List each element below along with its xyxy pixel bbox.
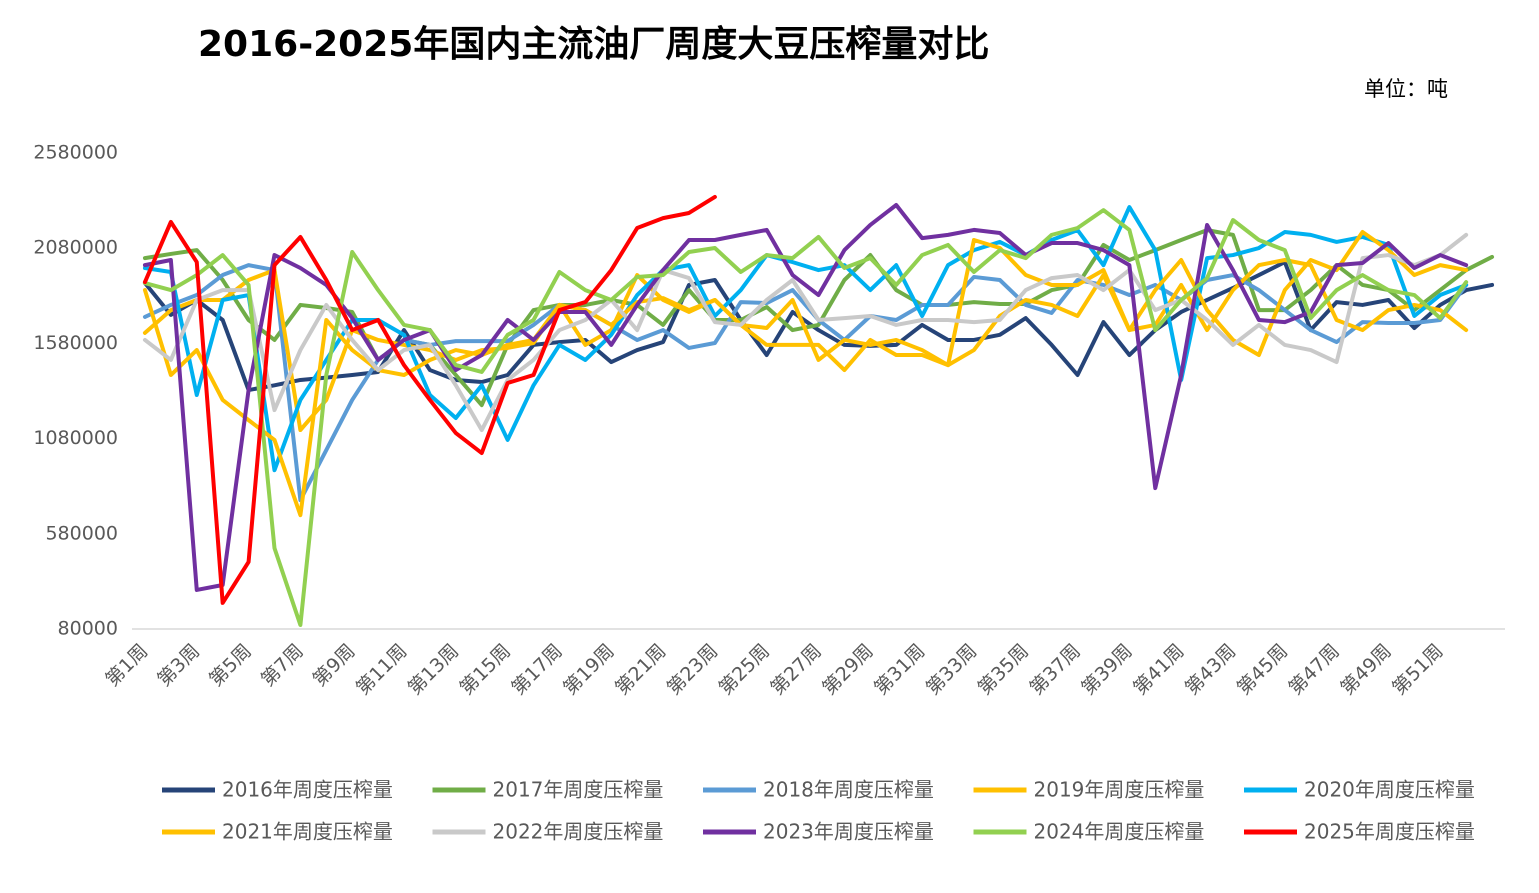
y-tick-label: 580000 bbox=[45, 522, 118, 544]
x-tick-label: 第23周 bbox=[663, 640, 723, 700]
x-tick-label: 第1周 bbox=[101, 640, 152, 691]
legend-label: 2025年周度压榨量 bbox=[1304, 820, 1475, 844]
x-tick-label: 第29周 bbox=[818, 640, 878, 700]
x-tick-label: 第13周 bbox=[404, 640, 464, 700]
series-line bbox=[142, 202, 1469, 592]
x-tick-label: 第49周 bbox=[1336, 640, 1396, 700]
x-tick-label: 第15周 bbox=[456, 640, 516, 700]
legend-label: 2019年周度压榨量 bbox=[1034, 778, 1205, 802]
legend-label: 2024年周度压榨量 bbox=[1034, 820, 1205, 844]
y-tick-label: 1080000 bbox=[33, 427, 118, 449]
series-line bbox=[142, 208, 1469, 628]
x-tick-label: 第17周 bbox=[507, 640, 567, 700]
unit-label: 单位：吨 bbox=[1364, 77, 1448, 101]
x-tick-label: 第35周 bbox=[974, 640, 1034, 700]
x-tick-label: 第39周 bbox=[1077, 640, 1137, 700]
legend-label: 2023年周度压榨量 bbox=[763, 820, 934, 844]
legend-label: 2017年周度压榨量 bbox=[493, 778, 664, 802]
x-tick-label: 第3周 bbox=[153, 640, 204, 691]
chart-title: 2016-2025年国内主流油厂周度大豆压榨量对比 bbox=[198, 23, 989, 65]
legend-label: 2018年周度压榨量 bbox=[763, 778, 934, 802]
x-tick-label: 第31周 bbox=[870, 640, 930, 700]
series-line bbox=[142, 205, 1469, 473]
legend-label: 2022年周度压榨量 bbox=[493, 820, 664, 844]
x-tick-label: 第43周 bbox=[1181, 640, 1241, 700]
x-tick-label: 第33周 bbox=[922, 640, 982, 700]
legend-label: 2016年周度压榨量 bbox=[222, 778, 393, 802]
y-tick-label: 1580000 bbox=[33, 332, 118, 354]
y-tick-label: 2580000 bbox=[33, 142, 118, 164]
x-tick-label: 第27周 bbox=[766, 640, 826, 700]
series-line bbox=[142, 194, 717, 605]
series-line bbox=[142, 258, 1469, 433]
y-tick-label: 80000 bbox=[58, 618, 118, 640]
series-line bbox=[142, 230, 1469, 518]
x-tick-label: 第5周 bbox=[205, 640, 256, 691]
y-tick-label: 2080000 bbox=[33, 237, 118, 259]
series-line bbox=[142, 263, 1469, 503]
x-tick-label: 第25周 bbox=[715, 640, 775, 700]
legend-label: 2020年周度压榨量 bbox=[1304, 778, 1475, 802]
series-line bbox=[142, 232, 1469, 433]
x-tick-label: 第45周 bbox=[1233, 640, 1293, 700]
x-tick-label: 第21周 bbox=[611, 640, 671, 700]
x-tick-label: 第19周 bbox=[559, 640, 619, 700]
x-tick-label: 第47周 bbox=[1285, 640, 1345, 700]
x-tick-label: 第7周 bbox=[257, 640, 308, 691]
x-tick-label: 第11周 bbox=[352, 640, 412, 700]
x-tick-label: 第51周 bbox=[1388, 640, 1448, 700]
x-tick-label: 第41周 bbox=[1129, 640, 1189, 700]
x-tick-label: 第37周 bbox=[1025, 640, 1085, 700]
legend-label: 2021年周度压榨量 bbox=[222, 820, 393, 844]
